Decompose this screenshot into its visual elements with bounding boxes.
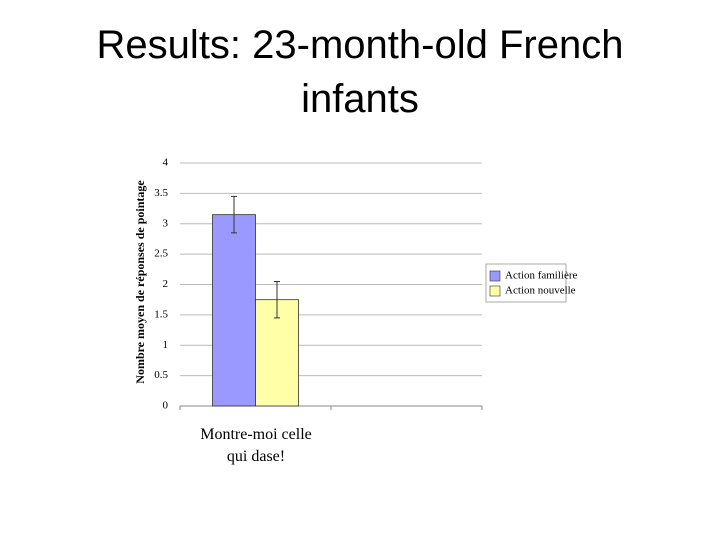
y-tick-label: 0.5 (154, 369, 168, 381)
legend-label: Action nouvelle (505, 285, 576, 297)
y-tick-label: 2 (163, 278, 169, 290)
legend-label: Action familière (505, 270, 578, 282)
y-tick-label: 1.5 (154, 308, 168, 320)
y-axis-title: Nombre moyen de réponses de pointage (133, 180, 147, 384)
bar (212, 214, 256, 407)
legend-swatch (489, 270, 501, 282)
y-tick-label: 1 (163, 339, 169, 351)
y-tick-label: 4 (163, 157, 169, 169)
y-tick-label: 3.5 (154, 187, 168, 199)
y-tick-label: 2.5 (154, 248, 168, 260)
x-tick-label: Montre-moi celle qui dase! (200, 426, 312, 465)
slide-title: Results: 23-month-old French infants (96, 23, 624, 121)
y-tick-label: 0 (163, 400, 169, 412)
y-tick-label: 3 (163, 217, 169, 229)
legend-swatch (489, 285, 501, 297)
